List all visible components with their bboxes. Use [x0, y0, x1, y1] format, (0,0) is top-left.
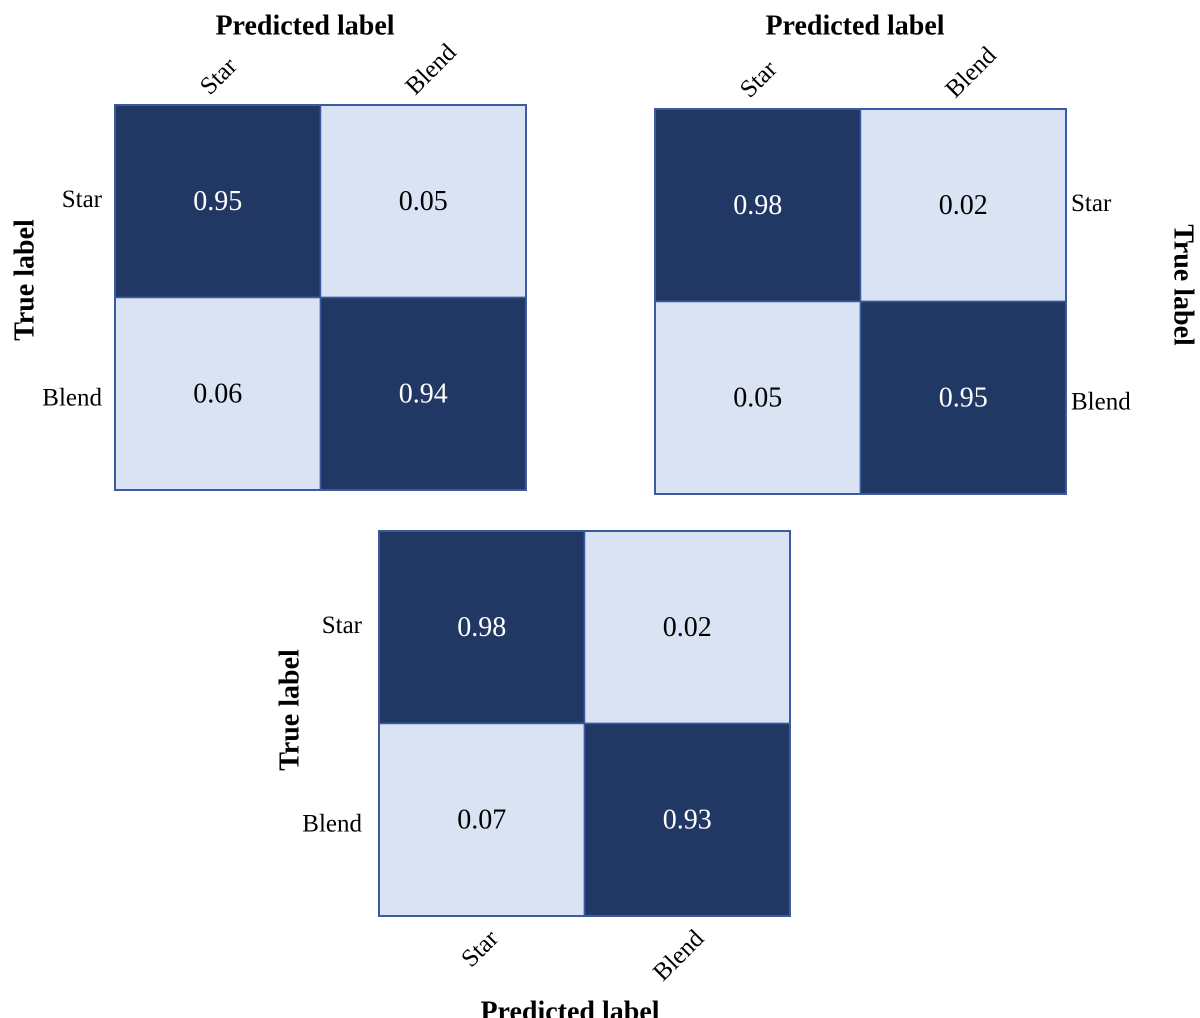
cell-value-label: 0.95: [939, 382, 988, 413]
cell-value-label: 0.94: [399, 378, 448, 409]
heatmap-cell-star-blend: [583, 530, 791, 725]
cell-value-label: 0.02: [939, 190, 988, 221]
x-tick-label-blend: Blend: [648, 925, 710, 987]
heatmap-cell-blend-blend: [319, 296, 527, 491]
x-axis-title: Predicted label: [215, 11, 394, 42]
matrix-border: [114, 104, 527, 491]
y-axis-title: True label: [10, 219, 41, 341]
heatmap-cell-star-star: [378, 530, 586, 725]
heatmap-cell-star-blend: [319, 104, 527, 299]
x-axis-title: Predicted label: [480, 997, 659, 1018]
y-tick-label-star: Star: [1071, 190, 1112, 217]
y-tick-label-blend: Blend: [1071, 388, 1131, 415]
cell-value-label: 0.95: [193, 186, 242, 217]
x-tick-label-star: Star: [456, 925, 504, 973]
x-tick-label-blend: Blend: [400, 39, 462, 101]
cell-value-label: 0.98: [733, 190, 782, 221]
x-tick-label-blend: Blend: [940, 42, 1002, 104]
x-tick-label-star: Star: [195, 52, 243, 100]
y-tick-label-star: Star: [62, 186, 103, 213]
x-axis-title: Predicted label: [765, 11, 944, 42]
cell-value-label: 0.05: [733, 382, 782, 413]
cell-value-label: 0.07: [457, 804, 506, 835]
y-tick-label-star: Star: [322, 612, 363, 639]
confusion-matrix-panel-3: 0.98 0.02 0.07 0.93 Star Blend Star Blend Predic…: [275, 530, 791, 1018]
cell-value-label: 0.06: [193, 378, 242, 409]
heatmap-cell-blend-blend: [859, 300, 1067, 495]
matrix-border: [654, 108, 1067, 495]
cell-value-label: 0.98: [457, 612, 506, 643]
heatmap-cell-star-star: [114, 104, 322, 299]
heatmap-cell-blend-star: [114, 296, 322, 491]
heatmap-cell-star-blend: [859, 108, 1067, 303]
y-axis-title: True label: [1168, 224, 1199, 346]
y-axis-title: True label: [275, 649, 306, 771]
heatmap-cell-blend-blend: [583, 722, 791, 917]
cell-value-label: 0.05: [399, 186, 448, 217]
y-tick-label-blend: Blend: [302, 810, 362, 837]
cell-value-label: 0.93: [663, 804, 712, 835]
matrix-border: [378, 530, 791, 917]
cell-value-label: 0.02: [663, 612, 712, 643]
x-tick-label-star: Star: [735, 55, 783, 103]
y-tick-label-blend: Blend: [42, 384, 102, 411]
heatmap-cell-blend-star: [378, 722, 586, 917]
